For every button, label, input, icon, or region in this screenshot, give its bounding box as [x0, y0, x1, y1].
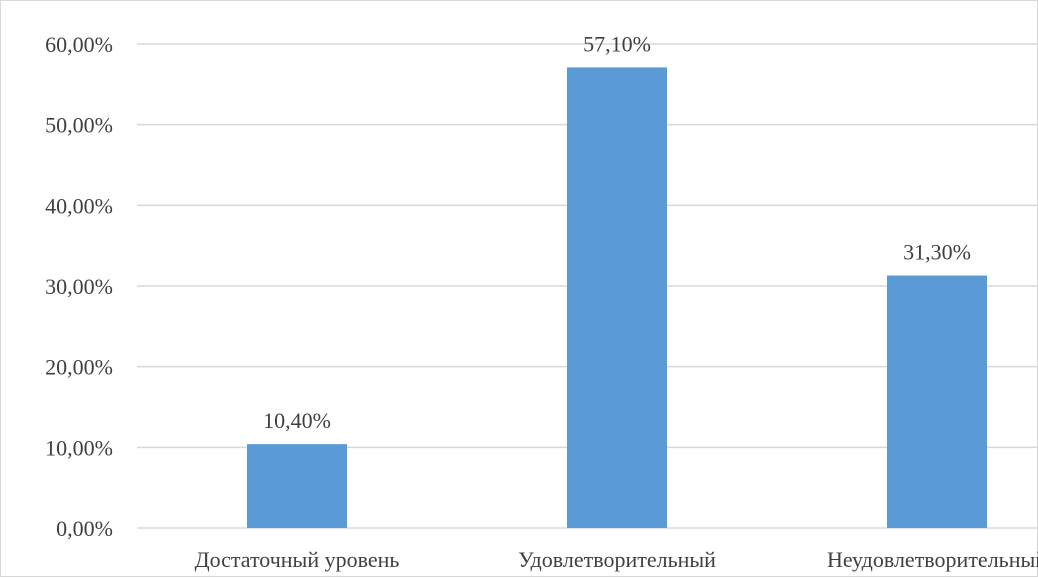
x-category-label: Неудовлетворительный [827, 547, 1038, 572]
y-tick-label: 0,00% [56, 516, 113, 541]
y-tick-label: 20,00% [45, 355, 113, 380]
x-category-label: Удовлетворительный [518, 547, 716, 572]
y-tick-label: 30,00% [45, 274, 113, 299]
y-tick-label: 50,00% [45, 113, 113, 138]
bar [247, 444, 347, 528]
bars [247, 67, 987, 528]
y-tick-label: 40,00% [45, 193, 113, 218]
bar [887, 275, 987, 528]
x-axis-category-labels: Достаточный уровень Удовлетворительный Неу… [195, 547, 1038, 572]
y-tick-label: 60,00% [45, 32, 113, 57]
x-category-label: Достаточный уровень [195, 547, 400, 572]
bar [567, 67, 667, 528]
data-label: 10,40% [263, 408, 331, 433]
y-tick-label: 10,00% [45, 435, 113, 460]
data-label: 57,10% [583, 31, 651, 56]
y-axis-tick-labels: 0,00% 10,00% 20,00% 30,00% 40,00% 50,00% 60,00… [45, 32, 113, 541]
data-label: 31,30% [903, 240, 971, 265]
data-labels: 10,40% 57,10% 31,30% [263, 31, 971, 433]
